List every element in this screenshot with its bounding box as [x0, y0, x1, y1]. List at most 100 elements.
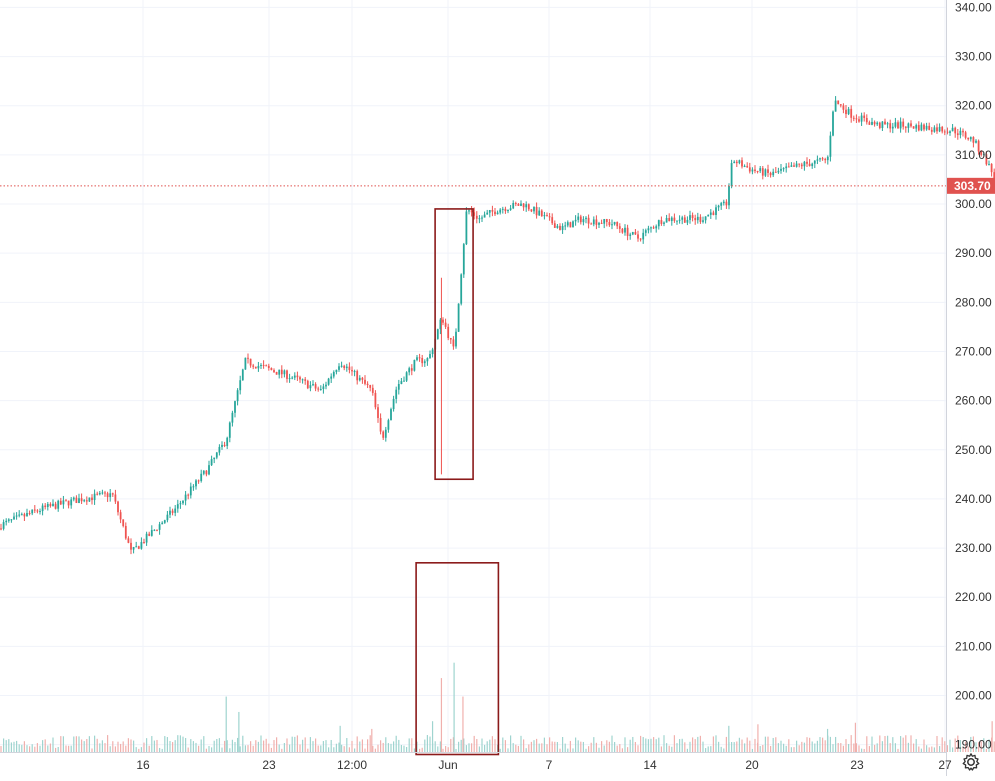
volume-bar — [985, 748, 987, 752]
volume-bars — [0, 662, 995, 752]
candle-body — [767, 169, 769, 173]
volume-bar — [881, 741, 883, 752]
volume-bar — [663, 735, 665, 752]
volume-bar — [0, 746, 2, 752]
volume-bar — [941, 737, 943, 752]
candle-body — [722, 201, 725, 204]
candle-body — [202, 470, 205, 474]
volume-bar — [302, 739, 304, 752]
volume-bar — [694, 739, 696, 752]
candle-body — [356, 371, 359, 381]
volume-bar — [655, 739, 657, 752]
volume-bar — [793, 747, 795, 752]
candle-body — [343, 365, 346, 369]
candle-body — [800, 164, 803, 167]
volume-bar — [338, 742, 340, 752]
candle-body — [80, 498, 83, 502]
volume-bar — [858, 745, 860, 752]
volume-bar — [603, 745, 605, 752]
candle-body — [122, 519, 125, 526]
volume-bar — [632, 736, 634, 752]
volume-bar — [549, 737, 551, 752]
volume-bar — [556, 742, 558, 752]
candle-body — [403, 380, 405, 382]
candle-body — [665, 218, 668, 223]
volume-bar — [569, 740, 571, 752]
volume-bar — [835, 736, 837, 752]
candle-body — [218, 446, 221, 453]
candle-body — [694, 218, 697, 221]
candle-body — [291, 377, 294, 379]
volume-bar — [502, 737, 504, 752]
candle-body — [5, 520, 8, 523]
candle-body — [353, 371, 356, 373]
candle-body — [566, 222, 569, 226]
volume-bar — [328, 747, 330, 752]
volume-bar — [192, 741, 194, 752]
volume-bar — [437, 746, 439, 752]
candle-body — [925, 125, 928, 130]
candle-body — [858, 119, 860, 122]
candle-body — [397, 383, 400, 390]
volume-bar — [393, 741, 395, 752]
candle-body — [13, 516, 15, 520]
volume-bar — [658, 737, 660, 752]
candle-body — [587, 217, 590, 224]
candle-body — [790, 165, 793, 167]
volume-bar — [23, 741, 25, 752]
candle-body — [564, 225, 567, 227]
candle-body — [813, 160, 816, 164]
volume-bar — [252, 745, 254, 752]
candle-body — [44, 505, 47, 508]
chart-settings-button[interactable] — [959, 750, 983, 774]
volume-bar — [374, 748, 376, 752]
candle-body — [689, 215, 691, 220]
candle-body — [850, 108, 853, 118]
volume-spike-bar — [238, 711, 240, 752]
volume-bar — [580, 741, 582, 752]
time-tick-label: 23 — [262, 758, 276, 772]
candle-body — [803, 161, 806, 167]
volume-bar — [780, 740, 782, 752]
candle-body — [533, 206, 535, 212]
candle-body — [239, 380, 242, 391]
candle-body — [910, 123, 912, 127]
volume-bar — [140, 747, 142, 752]
candle-body — [28, 513, 31, 515]
volume-bar — [109, 746, 111, 752]
time-tick-label: 7 — [546, 758, 553, 772]
price-axis[interactable]: 340.00 330.00 320.00 310.00 300.00 290.00 280.… — [946, 0, 993, 776]
candle-body — [309, 385, 312, 389]
candle-body — [161, 522, 164, 525]
volume-bar — [29, 746, 31, 752]
volume-bar — [567, 748, 569, 752]
volume-bar — [18, 744, 20, 752]
volume-bar — [582, 741, 584, 752]
price-tick-label: 290.00 — [955, 246, 992, 260]
volume-bar — [751, 748, 753, 752]
candle-body — [525, 204, 528, 208]
volume-bar — [515, 744, 517, 752]
candle-body — [634, 232, 637, 235]
candle-body — [332, 372, 335, 377]
volume-bar — [406, 747, 408, 752]
time-axis[interactable]: 16 23 12:00 Jun 7 14 20 23 27 — [0, 752, 952, 773]
candle-body — [358, 377, 361, 381]
volume-bar — [822, 737, 824, 752]
candle-body — [65, 500, 67, 502]
candle-body — [200, 473, 203, 481]
candle-body — [499, 209, 502, 213]
volume-bar — [270, 747, 272, 752]
candle-body — [93, 493, 96, 501]
volume-bar — [88, 736, 90, 752]
volume-bar — [153, 740, 155, 752]
candle-body — [338, 366, 340, 370]
volume-bar — [260, 735, 262, 752]
candle-body — [215, 452, 218, 458]
candle-body — [7, 519, 10, 521]
volume-bar — [510, 735, 512, 752]
volume-bar — [177, 735, 179, 752]
volume-bar — [832, 744, 834, 752]
